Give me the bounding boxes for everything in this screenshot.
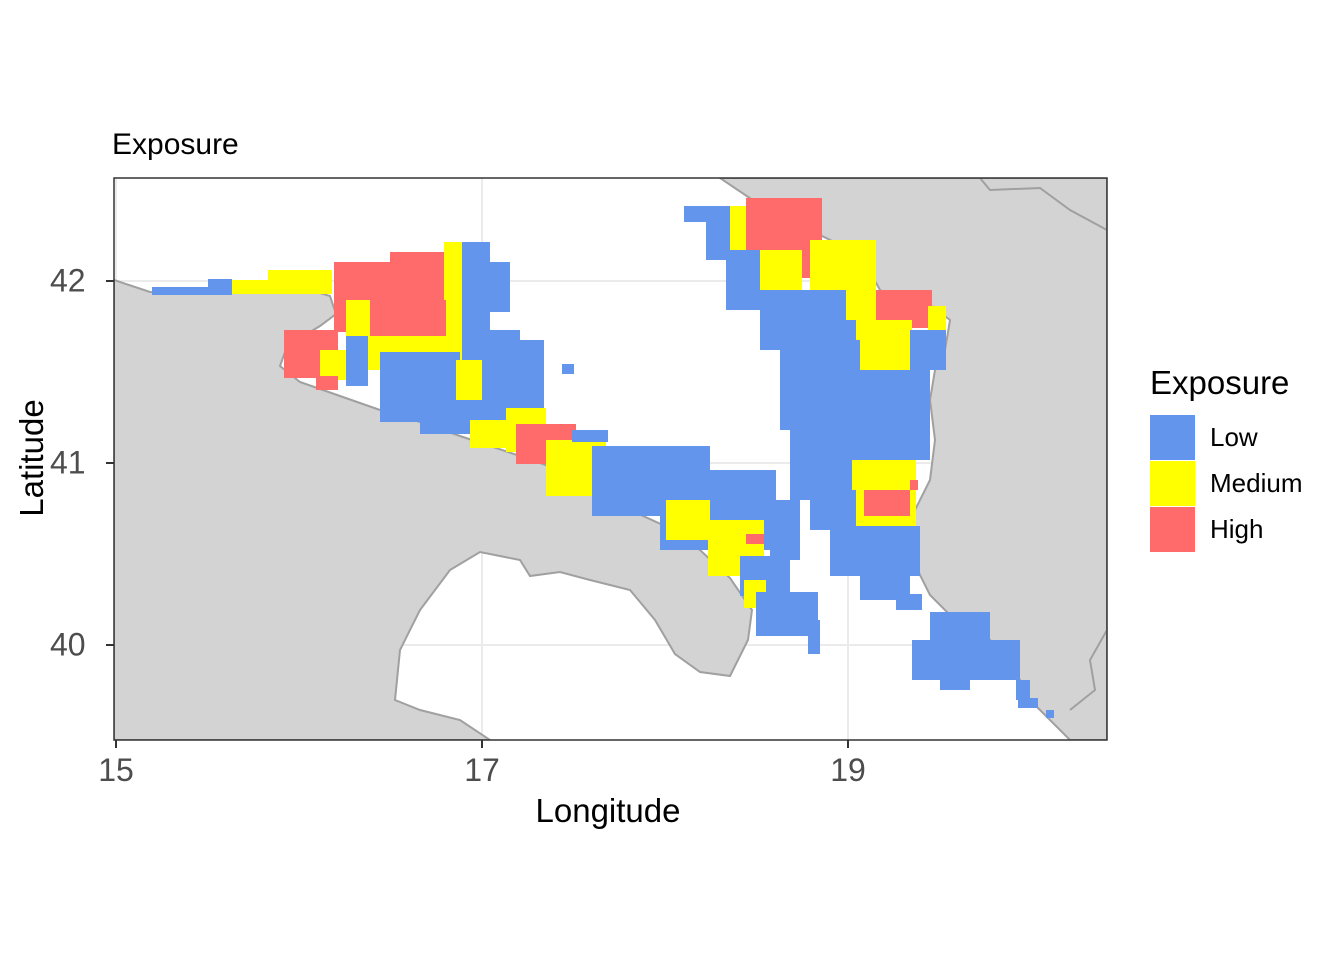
cell-low [808,620,820,654]
cell-low [790,420,860,500]
legend-swatch-medium [1150,460,1195,506]
cell-low [480,330,520,420]
cell-low [208,279,232,289]
cell-medium [456,360,482,400]
cell-medium [320,350,346,380]
cell-low [346,336,368,386]
legend-swatch-high [1150,506,1195,552]
cell-low [726,250,760,310]
cell-low [810,490,856,530]
ytick-label-41: 41 [50,444,86,481]
legend-item-medium: Medium [1150,460,1302,506]
cell-high [910,480,918,490]
cell-low [562,364,574,374]
cell-low [520,340,544,410]
cell-low [912,640,1020,680]
y-axis-label: Latitude [13,399,50,517]
cell-low [572,430,608,442]
legend-swatch-low [1150,414,1195,460]
cell-low [930,612,990,642]
cell-medium [444,242,462,382]
legend-label-medium: Medium [1210,467,1303,498]
cell-medium [928,306,946,332]
coast-detail-balkans [979,178,1107,711]
cell-medium [268,270,332,282]
cell-high [370,300,446,336]
cell-high [316,376,338,390]
xtick-label-15: 15 [98,752,134,788]
panel-border [113,177,1108,741]
axis-ticks [106,280,849,748]
cell-low [756,592,818,636]
cell-low [940,676,970,690]
cell-high [864,490,910,516]
cell-low [1016,680,1030,700]
cell-low [490,262,510,312]
x-axis-label: Longitude [535,792,681,829]
cell-low [860,370,930,460]
xtick-label-19: 19 [830,752,866,788]
cell-low [1046,710,1054,718]
cell-high [746,534,764,544]
cell-low [1018,698,1038,708]
cell-high [390,252,444,264]
legend-item-low: Low [1150,414,1302,460]
legend-label-low: Low [1210,421,1258,452]
cell-medium [232,280,332,294]
legend-label-high: High [1210,513,1264,544]
ytick-label-42: 42 [50,262,86,299]
legend-title: Exposure [1150,364,1290,401]
cell-low [780,340,860,430]
xtick-label-17: 17 [464,752,500,788]
cell-medium [666,500,710,540]
cell-medium [730,206,746,256]
cell-low [830,526,920,576]
exposure-cells [152,198,1054,718]
cell-low [640,448,670,458]
cell-low [684,206,740,222]
cell-low [770,500,800,560]
map-title: Exposure [112,128,239,161]
legend: Exposure Low Medium High [1150,364,1302,552]
cell-low [152,287,232,295]
cell-medium [470,420,510,448]
cell-low [910,330,946,370]
cell-low [896,594,922,610]
ytick-label-40: 40 [50,626,86,663]
legend-item-high: High [1150,506,1302,552]
